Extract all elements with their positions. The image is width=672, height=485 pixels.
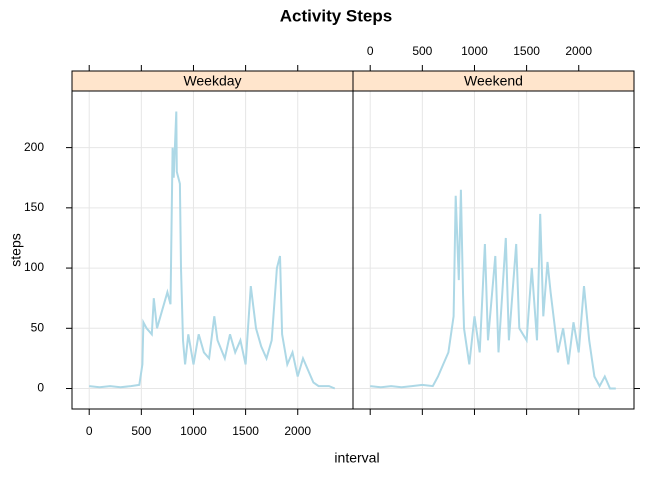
panel-frame — [352, 90, 635, 410]
x-axis-label: interval — [334, 450, 379, 466]
x-tick-label: 2000 — [284, 424, 311, 438]
x-tick-label: 1500 — [232, 424, 259, 438]
x-tick-label: 1000 — [180, 424, 207, 438]
data-line — [370, 189, 616, 390]
y-axis-label: steps — [8, 233, 24, 266]
y-tick-label: 0 — [37, 381, 44, 395]
y-tick-label: 50 — [31, 320, 45, 334]
y-tick-label: 150 — [24, 200, 44, 214]
x-tick-label: 500 — [131, 424, 151, 438]
x-tick-label: 1000 — [461, 44, 488, 58]
x-tick-label: 1500 — [513, 44, 540, 58]
y-tick-label: 200 — [24, 140, 44, 154]
x-tick-label: 2000 — [565, 44, 592, 58]
strip-label: Weekday — [183, 73, 241, 89]
data-line — [89, 111, 336, 390]
chart-title: Activity Steps — [280, 6, 392, 25]
y-tick-label: 100 — [24, 260, 44, 274]
panel-frame — [71, 90, 354, 410]
strip-label: Weekend — [464, 73, 523, 89]
x-tick-label: 0 — [367, 44, 374, 58]
x-tick-label: 500 — [412, 44, 432, 58]
x-tick-label: 0 — [86, 424, 93, 438]
